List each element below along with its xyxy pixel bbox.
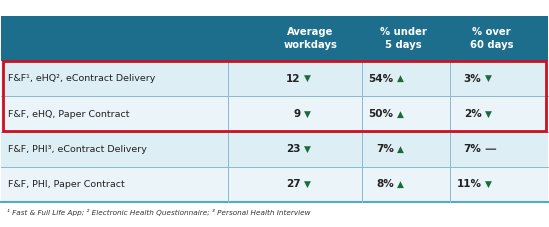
Text: F&F, PHI³, eContract Delivery: F&F, PHI³, eContract Delivery [8, 145, 147, 154]
Text: 11%: 11% [456, 179, 481, 190]
Bar [1, 167, 548, 202]
Text: ▼: ▼ [485, 74, 492, 83]
Text: F&F, PHI, Paper Contract: F&F, PHI, Paper Contract [8, 180, 125, 189]
Text: —: — [485, 143, 496, 156]
Text: ▼: ▼ [304, 74, 311, 83]
Bar [1, 61, 548, 96]
Text: 54%: 54% [368, 74, 394, 84]
Text: ▼: ▼ [304, 145, 311, 154]
Text: % under
5 days: % under 5 days [380, 27, 427, 50]
Text: ▲: ▲ [397, 110, 404, 118]
Text: ▲: ▲ [397, 180, 404, 189]
Text: ¹ Fast & Full Life App; ² Electronic Health Questionnaire; ³ Personal Health Int: ¹ Fast & Full Life App; ² Electronic Hea… [7, 209, 310, 216]
Text: 2%: 2% [464, 109, 481, 119]
Text: ▼: ▼ [485, 110, 492, 118]
Text: 50%: 50% [368, 109, 394, 119]
Text: 9: 9 [293, 109, 300, 119]
Text: 27: 27 [285, 179, 300, 190]
Bar [1, 132, 548, 167]
Text: ▼: ▼ [304, 180, 311, 189]
Bar [1, 16, 548, 61]
Text: F&F¹, eHQ², eContract Delivery: F&F¹, eHQ², eContract Delivery [8, 74, 155, 83]
Text: 7%: 7% [463, 144, 481, 154]
Text: 8%: 8% [376, 179, 394, 190]
Bar [1, 96, 548, 132]
Text: 23: 23 [286, 144, 300, 154]
Text: Average
workdays: Average workdays [283, 27, 337, 50]
Text: F&F, eHQ, Paper Contract: F&F, eHQ, Paper Contract [8, 110, 129, 118]
Text: ▲: ▲ [397, 145, 404, 154]
Text: ▼: ▼ [304, 110, 311, 118]
Text: 7%: 7% [376, 144, 394, 154]
Text: ▼: ▼ [485, 180, 492, 189]
Text: ▲: ▲ [397, 74, 404, 83]
Bar [3, 61, 546, 131]
Text: 3%: 3% [464, 74, 481, 84]
Text: 12: 12 [286, 74, 300, 84]
Text: % over
60 days: % over 60 days [469, 27, 513, 50]
